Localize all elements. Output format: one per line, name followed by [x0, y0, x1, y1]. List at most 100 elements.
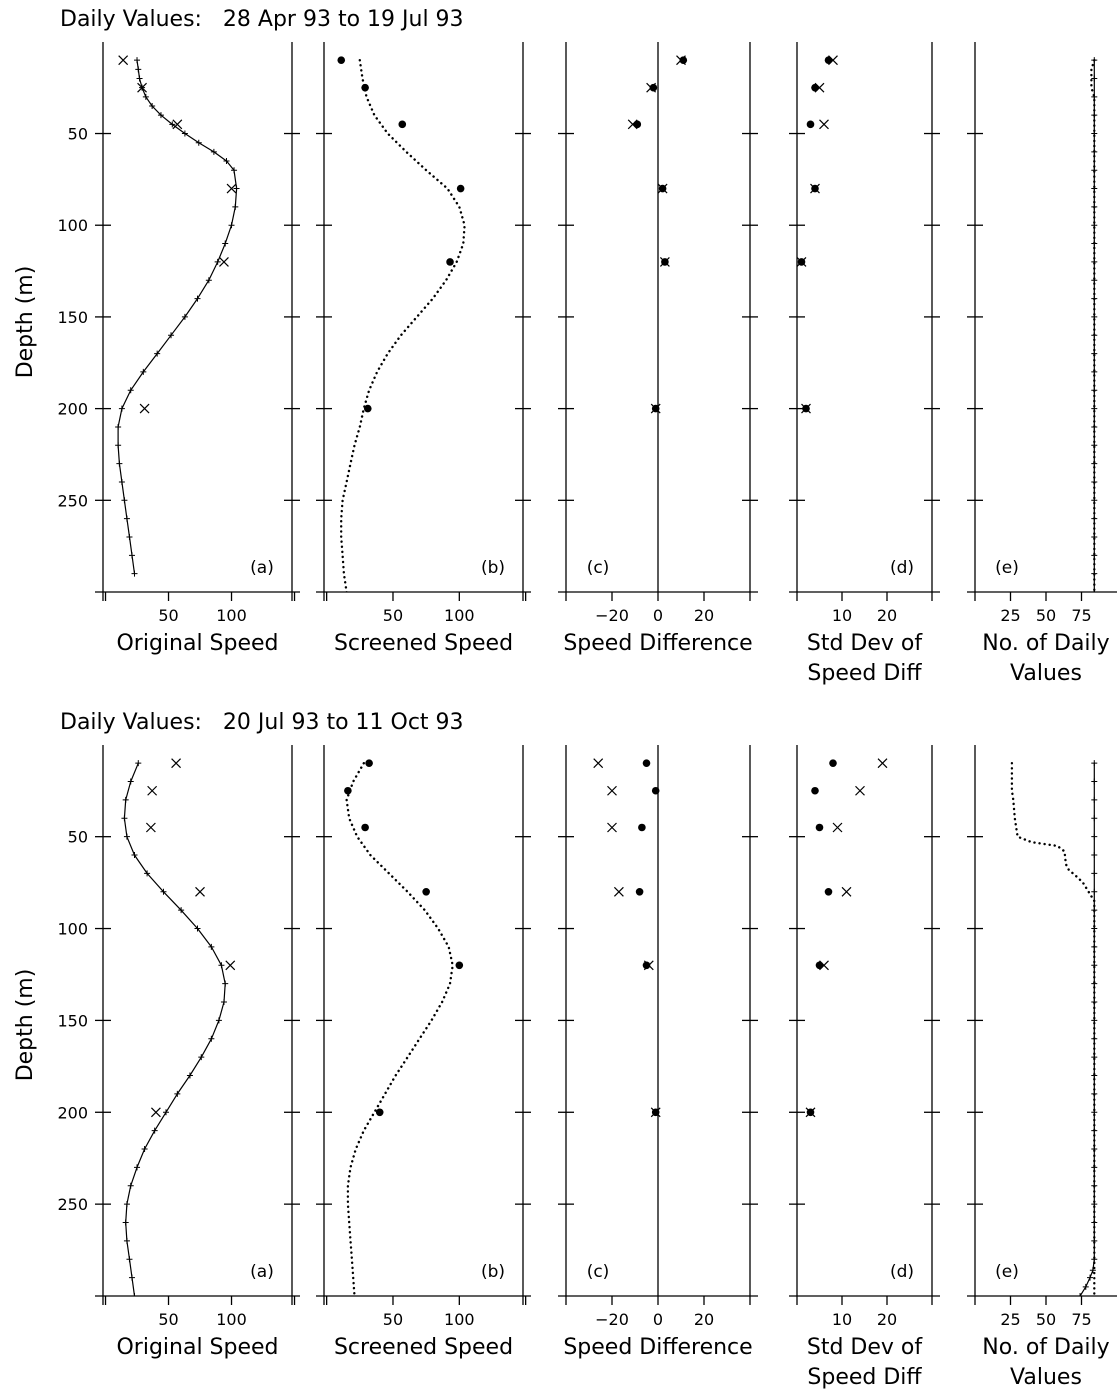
x-tick-label: 50: [158, 606, 178, 625]
series-point-plus: [123, 833, 130, 840]
series-point-plus: [128, 552, 135, 559]
series-point-x: [195, 886, 205, 897]
x-tick-label: 10: [832, 606, 852, 625]
x-axis-label: Speed Difference: [563, 1335, 752, 1360]
series-point-plus: [131, 852, 138, 859]
x-tick-label: 50: [1036, 1310, 1056, 1329]
panel-d: 10 20 (d) Std Dev of Speed Diff: [789, 745, 940, 1390]
chart-title: Daily Values: 20 Jul 93 to 11 Oct 93: [60, 710, 464, 735]
series-point-x: [150, 1107, 161, 1118]
x-axis-label-2: Values: [1010, 661, 1082, 686]
series-point-plus: [123, 1237, 130, 1244]
series-point-plus: [127, 387, 134, 394]
series-point-plus: [232, 203, 239, 210]
x-tick-label: 20: [694, 1310, 714, 1329]
panel-label: (e): [995, 558, 1019, 578]
panel-d: 10 20 (d) Std Dev of Speed Diff: [789, 42, 940, 686]
series-point-x: [855, 785, 865, 796]
chart-title: Daily Values: 28 Apr 93 to 19 Jul 93: [60, 7, 464, 32]
series-point-plus: [131, 570, 138, 577]
x-axis-label: Original Speed: [116, 1335, 278, 1360]
series-point-plus: [131, 1293, 138, 1296]
series-point-x: [607, 785, 617, 796]
series-point-dot: [824, 887, 833, 896]
series-point-plus: [169, 121, 176, 128]
panel-e: 25 50 75 (e) No. of Daily Values: [967, 42, 1117, 686]
series-point-plus: [122, 1219, 129, 1226]
series-point-plus: [1091, 75, 1098, 82]
series-point-plus: [134, 57, 141, 64]
series-point-plus: [168, 332, 175, 339]
series-point-dot: [811, 83, 819, 92]
series-point-plus: [149, 103, 156, 110]
series-point-dot: [811, 184, 819, 193]
y-tick-label: 100: [57, 216, 88, 235]
x-axis-label: Screened Speed: [334, 1335, 513, 1360]
series-point-dot: [375, 1108, 384, 1117]
series-point-plus: [186, 1072, 193, 1079]
series-point-plus: [157, 112, 164, 119]
x-tick-label: 20: [877, 606, 897, 625]
series-point-dot: [363, 404, 372, 413]
y-tick-label: 50: [68, 125, 88, 144]
y-tick-label: 250: [57, 491, 88, 510]
series-point-x: [593, 758, 604, 769]
series-point-dot: [679, 56, 688, 64]
series-point-plus: [115, 442, 122, 449]
x-tick-label: 25: [1000, 1310, 1020, 1329]
series-point-x: [841, 886, 852, 897]
series-point-plus: [194, 295, 201, 302]
panel-label: (a): [250, 1262, 274, 1282]
panel-data: [115, 55, 240, 577]
series-point-plus: [144, 870, 151, 877]
series-point-plus: [134, 1164, 141, 1171]
y-tick-label: 250: [57, 1195, 88, 1214]
series-solid-line: [1079, 762, 1095, 1296]
series-point-plus: [121, 497, 128, 504]
series-point-plus: [127, 778, 134, 785]
series-point-plus: [198, 1054, 205, 1061]
panel-data: [344, 759, 464, 1296]
series-point-plus: [218, 962, 225, 969]
panel-label: (d): [890, 558, 914, 578]
y-tick-label: 50: [68, 828, 88, 847]
x-axis-label-2: Speed Diff: [807, 1365, 922, 1390]
panel-a: 50 100 150 200 250 50 100 (a) Original Speed: [57, 42, 300, 656]
series-point-plus: [140, 368, 147, 375]
panel-data: [121, 758, 236, 1317]
panel-b: 50 100 (b) Screened Speed: [316, 42, 531, 656]
x-tick-label: 50: [1036, 606, 1056, 625]
panel-data: [805, 758, 888, 1118]
series-point-plus: [208, 943, 215, 950]
series-point-plus: [228, 222, 235, 229]
series-point-plus: [116, 460, 123, 467]
series-point-plus: [1091, 778, 1098, 785]
x-axis-label: Original Speed: [116, 631, 278, 656]
y-axis-label: Depth (m): [13, 266, 38, 379]
panel-label: (a): [250, 558, 274, 578]
series-point-dot: [456, 184, 465, 193]
series-point-dot: [651, 404, 660, 413]
series-point-plus: [181, 313, 188, 320]
panel-label: (b): [481, 1262, 505, 1282]
series-point-plus: [118, 478, 125, 485]
x-tick-label: 100: [216, 606, 247, 625]
series-point-x: [819, 119, 829, 130]
x-axis-label-2: Values: [1010, 1365, 1082, 1390]
series-point-plus: [134, 1311, 140, 1317]
x-tick-label: −20: [595, 1310, 629, 1329]
series-point-dot: [365, 759, 373, 767]
panel-data: [593, 758, 661, 1118]
series-point-plus: [123, 515, 130, 522]
series-point-plus: [121, 815, 128, 822]
series-point-plus: [1077, 1293, 1084, 1296]
series-point-dot: [642, 759, 651, 767]
series-point-dot: [806, 1108, 815, 1117]
series-point-x: [171, 758, 182, 769]
series-point-plus: [136, 75, 143, 82]
series-point-plus: [195, 139, 202, 146]
panel-data: [1090, 57, 1098, 592]
series-point-x: [137, 82, 147, 93]
panel-label: (b): [481, 558, 505, 578]
x-tick-label: 0: [653, 606, 663, 625]
